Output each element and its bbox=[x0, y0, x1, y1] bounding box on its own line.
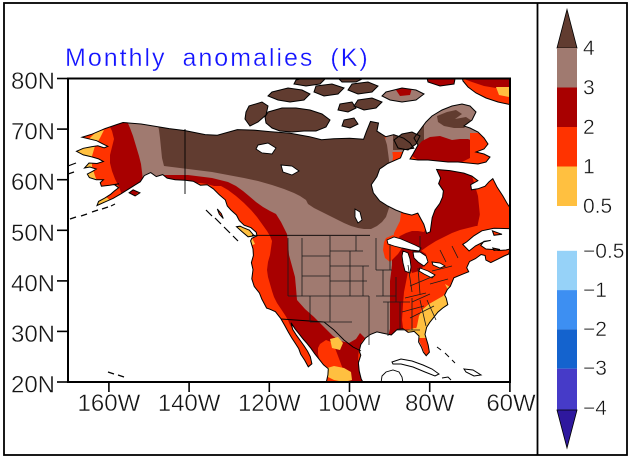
svg-text:0.5: 0.5 bbox=[583, 195, 612, 218]
svg-text:120W: 120W bbox=[238, 390, 301, 417]
svg-text:60N: 60N bbox=[11, 169, 55, 196]
svg-text:140W: 140W bbox=[158, 390, 221, 417]
svg-text:20N: 20N bbox=[11, 372, 55, 399]
svg-text:80W: 80W bbox=[405, 390, 455, 417]
svg-text:1: 1 bbox=[583, 156, 595, 179]
svg-text:−0.5: −0.5 bbox=[583, 240, 624, 263]
svg-text:50N: 50N bbox=[11, 220, 55, 247]
svg-text:70N: 70N bbox=[11, 119, 55, 146]
svg-text:2: 2 bbox=[583, 116, 595, 139]
svg-text:−2: −2 bbox=[583, 318, 607, 341]
svg-text:80N: 80N bbox=[11, 68, 55, 95]
svg-text:3: 3 bbox=[583, 77, 595, 100]
svg-text:30N: 30N bbox=[11, 321, 55, 348]
svg-text:−4: −4 bbox=[583, 397, 607, 420]
svg-text:Monthly anomalies (K): Monthly anomalies (K) bbox=[65, 44, 370, 72]
svg-text:40N: 40N bbox=[11, 270, 55, 297]
svg-text:−1: −1 bbox=[583, 279, 607, 302]
svg-text:100W: 100W bbox=[318, 390, 381, 417]
svg-text:160W: 160W bbox=[78, 390, 141, 417]
svg-text:4: 4 bbox=[583, 37, 595, 60]
svg-text:60W: 60W bbox=[486, 390, 536, 417]
svg-text:−3: −3 bbox=[583, 357, 607, 380]
